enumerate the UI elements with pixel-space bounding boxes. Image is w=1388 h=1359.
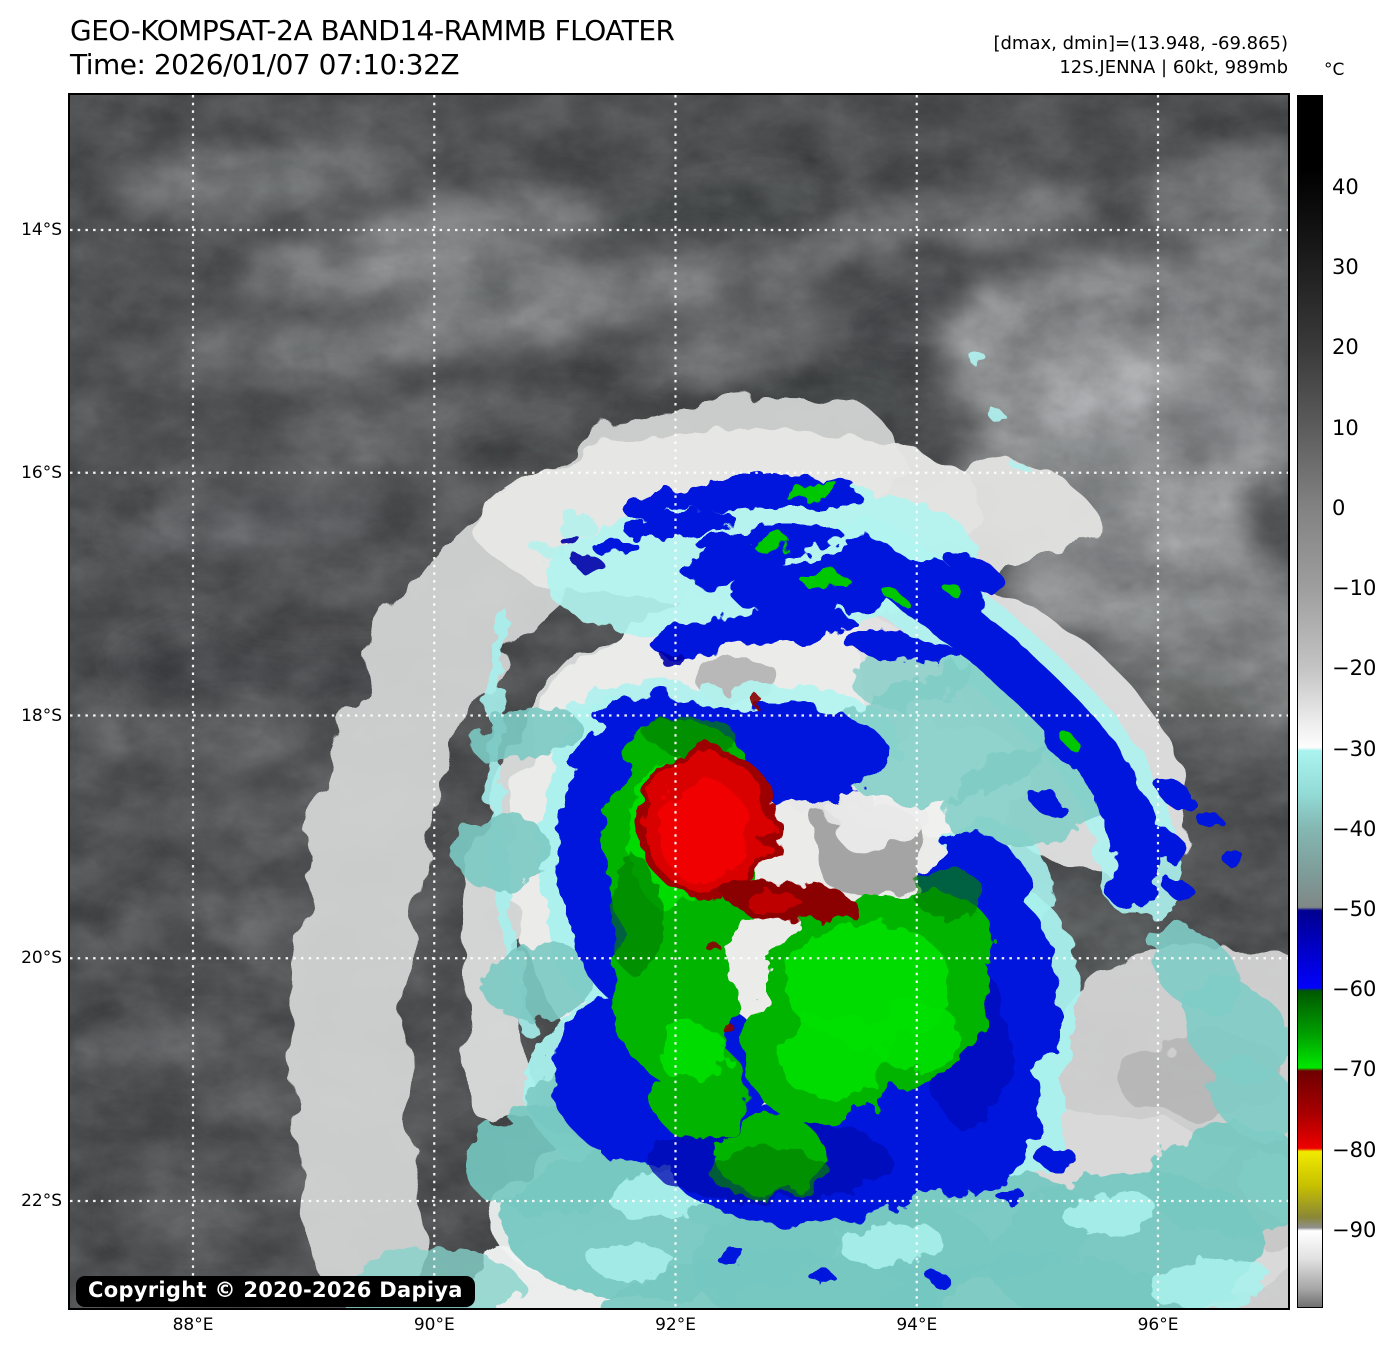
colorbar-tick-label: −40 xyxy=(1332,816,1377,841)
lat-axis-label: 20°S xyxy=(21,948,62,969)
lon-axis-label: 88°E xyxy=(172,1315,214,1335)
timestamp: Time: 2026/01/07 07:10:32Z xyxy=(70,48,460,81)
lat-axis-label: 18°S xyxy=(21,705,62,726)
colorbar-tick-label: 20 xyxy=(1332,335,1359,360)
satellite-map-canvas: Copyright © 2020-2026 Dapiya xyxy=(68,93,1290,1310)
lon-axis-label: 90°E xyxy=(413,1315,455,1335)
page-title: GEO-KOMPSAT-2A BAND14-RAMMB FLOATER xyxy=(70,14,675,47)
colorbar-tick-label: −20 xyxy=(1332,656,1377,681)
copyright-badge: Copyright © 2020-2026 Dapiya xyxy=(76,1276,475,1307)
colorbar-tick-label: 0 xyxy=(1332,495,1346,520)
colorbar-tick-label: −30 xyxy=(1332,736,1377,761)
lat-axis-label: 22°S xyxy=(21,1191,62,1211)
lon-axis-label: 94°E xyxy=(896,1315,938,1335)
lat-axis-label: 14°S xyxy=(21,220,62,240)
colorbar-tick-label: 10 xyxy=(1332,415,1359,440)
colorbar-tick-label: −80 xyxy=(1332,1137,1377,1162)
satellite-image xyxy=(70,95,1288,1308)
colorbar-tick-label: −90 xyxy=(1332,1217,1377,1242)
dmax-dmin-readout: [dmax, dmin]=(13.948, -69.865) xyxy=(993,33,1288,54)
storm-status-readout: 12S.JENNA | 60kt, 989mb xyxy=(1059,57,1288,78)
title-block: GEO-KOMPSAT-2A BAND14-RAMMB FLOATER Time… xyxy=(70,14,675,82)
meta-block: [dmax, dmin]=(13.948, -69.865) 12S.JENNA… xyxy=(993,32,1288,80)
colorbar-tick-label: −60 xyxy=(1332,977,1377,1002)
colorbar-tick-label: −10 xyxy=(1332,576,1377,601)
colorbar-unit-label: °C xyxy=(1324,60,1345,80)
lon-axis-label: 96°E xyxy=(1137,1315,1179,1335)
red-cold-core-layer xyxy=(637,698,857,1035)
colorbar-tick-label: −50 xyxy=(1332,896,1377,921)
colorbar-tick-label: −70 xyxy=(1332,1057,1377,1082)
graticule xyxy=(70,95,1288,1308)
lon-axis-label: 92°E xyxy=(655,1315,696,1335)
temperature-colorbar xyxy=(1297,95,1323,1308)
green-cold-layer xyxy=(604,482,1081,1198)
colorbar-tick-label: 40 xyxy=(1332,175,1359,199)
lat-axis-label: 16°S xyxy=(21,462,62,483)
colorbar-tick-label: 30 xyxy=(1332,255,1359,280)
